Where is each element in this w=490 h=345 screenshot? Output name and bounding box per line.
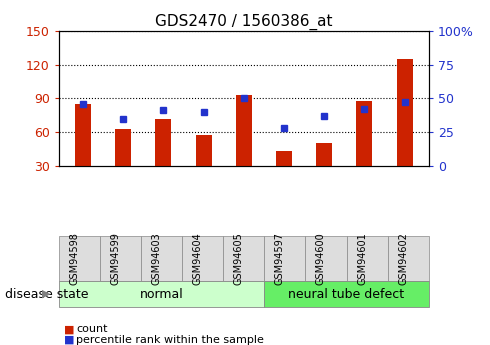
Text: ▶: ▶: [42, 289, 51, 299]
Bar: [236, 95, 252, 166]
Title: GDS2470 / 1560386_at: GDS2470 / 1560386_at: [155, 13, 333, 30]
Text: ■: ■: [64, 325, 74, 334]
Text: disease state: disease state: [5, 288, 88, 300]
Text: ■: ■: [64, 335, 74, 345]
Text: GSM94603: GSM94603: [151, 233, 162, 285]
Bar: [196, 135, 212, 166]
Bar: [75, 104, 91, 166]
Bar: [396, 59, 413, 166]
Text: GSM94597: GSM94597: [275, 232, 285, 285]
Text: percentile rank within the sample: percentile rank within the sample: [76, 335, 264, 345]
Text: count: count: [76, 325, 107, 334]
Text: GSM94600: GSM94600: [316, 233, 326, 285]
Bar: [356, 101, 372, 166]
Text: neural tube defect: neural tube defect: [289, 288, 405, 300]
Text: GSM94602: GSM94602: [398, 232, 408, 285]
Text: GSM94601: GSM94601: [357, 233, 367, 285]
Text: GSM94598: GSM94598: [70, 232, 79, 285]
Text: GSM94599: GSM94599: [110, 232, 121, 285]
Bar: [316, 143, 332, 166]
Bar: [155, 119, 172, 166]
Bar: [115, 129, 131, 166]
Bar: [276, 151, 292, 166]
Text: GSM94605: GSM94605: [234, 232, 244, 285]
Text: GSM94604: GSM94604: [193, 233, 203, 285]
Text: normal: normal: [140, 288, 183, 300]
